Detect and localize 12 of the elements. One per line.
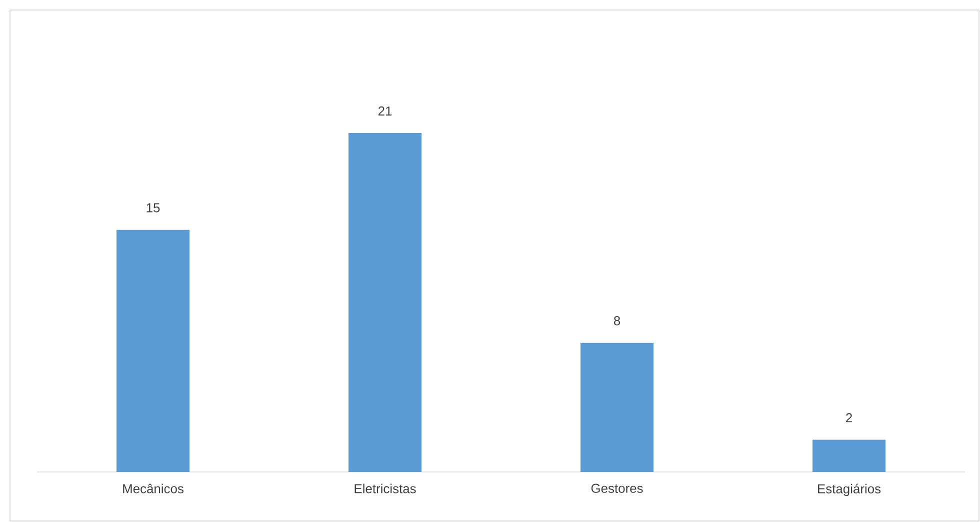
data-label: 21	[378, 106, 392, 116]
x-tick-label: Gestores	[591, 484, 643, 493]
bar	[580, 342, 654, 472]
bar	[812, 440, 886, 472]
data-label: 8	[614, 316, 620, 326]
x-tick-label: Estagiários	[818, 484, 881, 496]
data-label: 15	[146, 203, 160, 212]
x-tick-label: Eletricistas	[354, 484, 416, 494]
data-label: 2	[846, 413, 852, 422]
bar	[116, 230, 190, 472]
x-tick-label: Mecânicos	[123, 484, 184, 494]
bar	[348, 133, 422, 472]
